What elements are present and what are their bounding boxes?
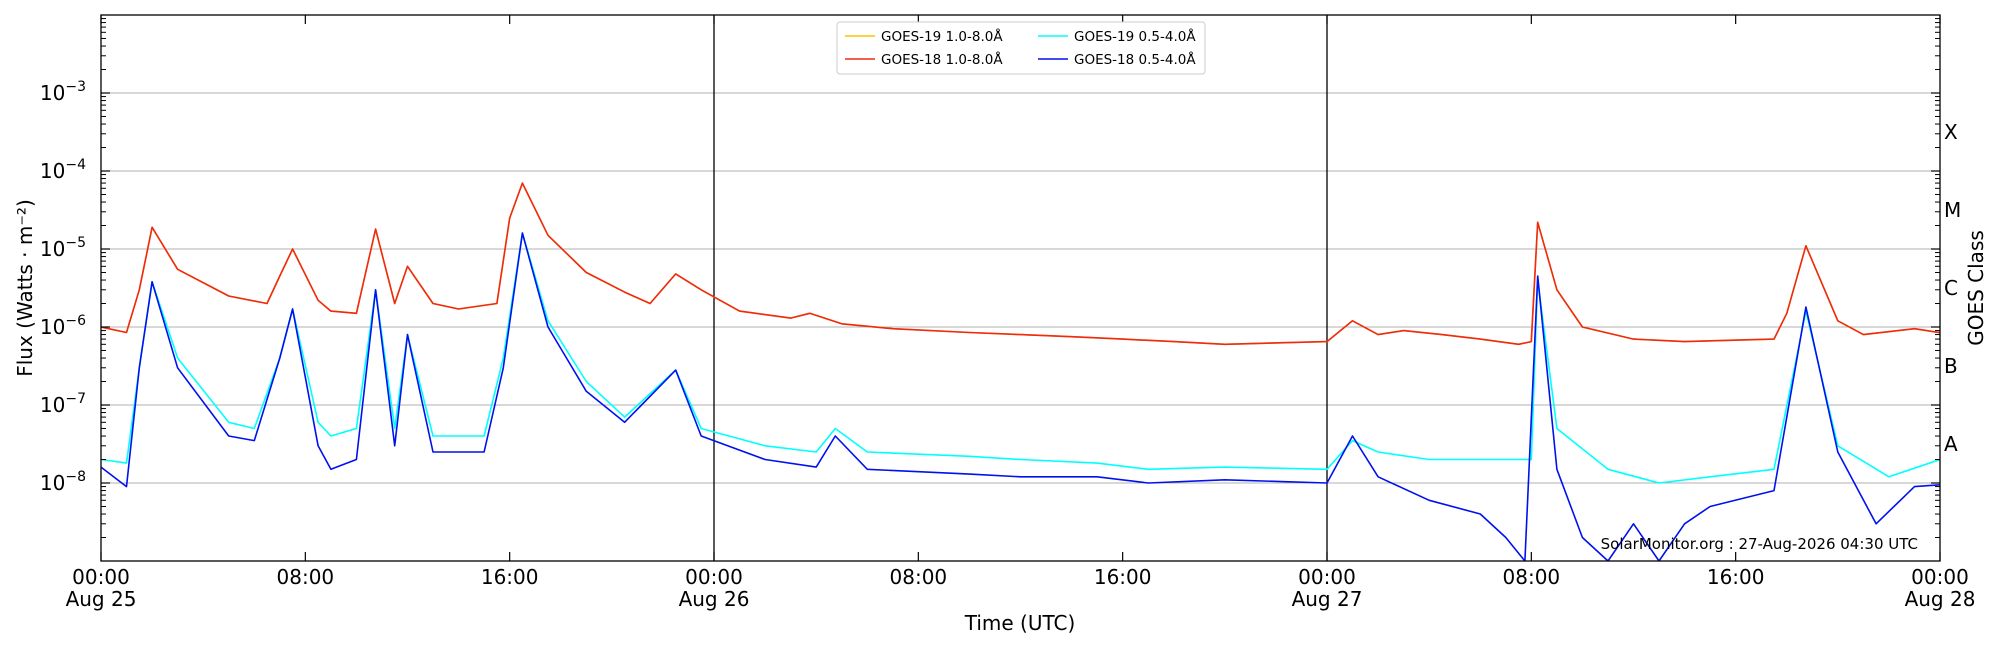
y-tick-exponent: −3 xyxy=(65,79,86,95)
y-tick-base: 10 xyxy=(40,315,65,339)
x-tick-time: 16:00 xyxy=(1707,565,1765,589)
y-tick-label: 10−7 xyxy=(40,391,86,417)
legend-label: GOES-18 0.5-4.0Å xyxy=(1074,51,1196,68)
grid xyxy=(101,92,1940,484)
y-tick-base: 10 xyxy=(40,471,65,495)
x-tick-time: 00:00 xyxy=(1298,565,1356,589)
x-axis-title: Time (UTC) xyxy=(964,611,1076,635)
series-line-3 xyxy=(101,232,1940,484)
y-tick-label: 10−5 xyxy=(40,235,86,261)
credit-text: SolarMonitor.org : 27-Aug-2026 04:30 UTC xyxy=(1601,535,1918,553)
goes-class-label: M xyxy=(1944,198,1961,222)
x-tick-time: 16:00 xyxy=(481,565,539,589)
x-tick-date: Aug 25 xyxy=(66,587,137,611)
series-line-4 xyxy=(101,232,1940,561)
y-tick-base: 10 xyxy=(40,159,65,183)
x-tick-date: Aug 26 xyxy=(679,587,750,611)
series-group xyxy=(101,182,1940,561)
y-axis-title: Flux (Watts · m⁻²) xyxy=(13,199,37,377)
y-tick-exponent: −5 xyxy=(65,235,86,251)
legend-label: GOES-19 1.0-8.0Å xyxy=(881,28,1003,45)
goes-class-axis: A B C M X xyxy=(1944,120,1961,456)
y-tick-label: 10−3 xyxy=(40,79,86,105)
x-tick-time: 08:00 xyxy=(890,565,948,589)
goes-class-label: B xyxy=(1944,354,1958,378)
x-tick-time: 16:00 xyxy=(1094,565,1152,589)
y-tick-exponent: −8 xyxy=(65,469,86,485)
series-line-2 xyxy=(101,182,1940,346)
x-tick-time: 00:00 xyxy=(1911,565,1969,589)
goes-class-label: A xyxy=(1944,432,1958,456)
x-tick-time: 00:00 xyxy=(72,565,130,589)
x-tick-time: 08:00 xyxy=(1503,565,1561,589)
y-tick-label: 10−6 xyxy=(40,313,86,339)
legend-label: GOES-18 1.0-8.0Å xyxy=(881,51,1003,68)
y-axis-ticks: 10−810−710−610−510−410−3 xyxy=(40,18,1940,539)
y-tick-exponent: −4 xyxy=(65,157,86,173)
legend-label: GOES-19 0.5-4.0Å xyxy=(1074,28,1196,45)
x-tick-time: 08:00 xyxy=(277,565,335,589)
x-tick-date: Aug 27 xyxy=(1292,587,1363,611)
y-tick-label: 10−4 xyxy=(40,157,86,183)
plot-frame xyxy=(100,14,1941,562)
legend: GOES-19 1.0-8.0Å GOES-18 1.0-8.0Å GOES-19 … xyxy=(836,21,1206,75)
legend-box xyxy=(836,21,1206,75)
goes-class-label: C xyxy=(1944,276,1958,300)
x-tick-time: 00:00 xyxy=(685,565,743,589)
y-tick-exponent: −6 xyxy=(65,313,86,329)
y-tick-base: 10 xyxy=(40,237,65,261)
y-tick-exponent: −7 xyxy=(65,391,86,407)
goes-class-axis-title: GOES Class xyxy=(1964,230,1988,346)
y-tick-base: 10 xyxy=(40,81,65,105)
x-tick-date: Aug 28 xyxy=(1905,587,1976,611)
y-tick-base: 10 xyxy=(40,393,65,417)
goes-class-label: X xyxy=(1944,120,1958,144)
y-tick-label: 10−8 xyxy=(40,469,86,495)
